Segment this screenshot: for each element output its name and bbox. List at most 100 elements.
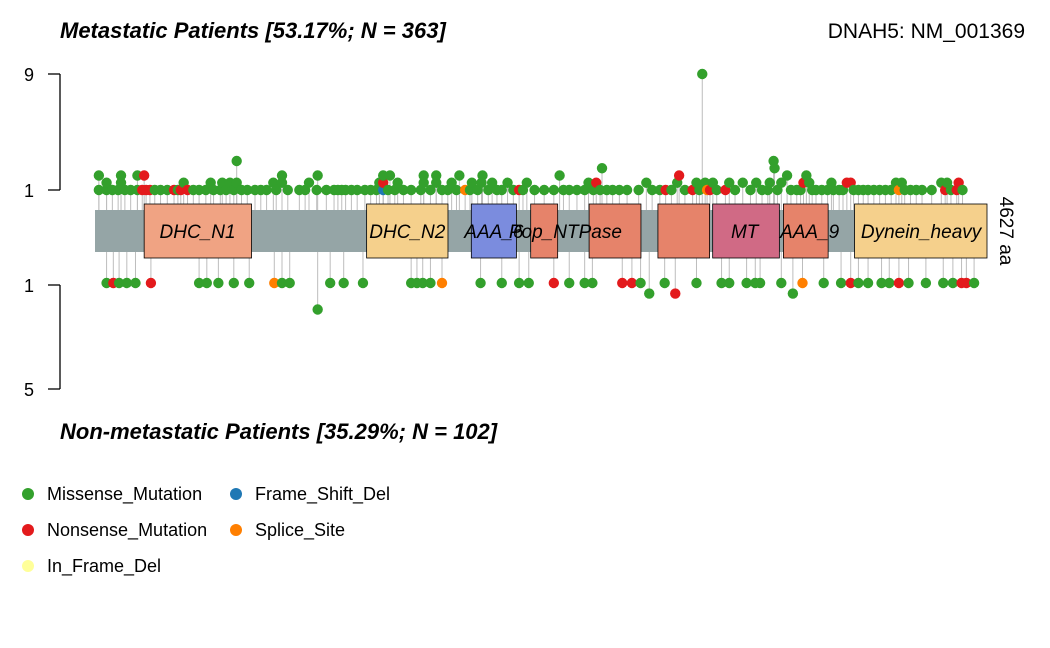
bottom-point-34 bbox=[644, 288, 655, 299]
top-point-97 bbox=[529, 184, 540, 196]
top-point-76 bbox=[431, 170, 442, 181]
domain-box-2 bbox=[470, 203, 517, 259]
bottom-point-56 bbox=[938, 277, 949, 289]
top-point-131 bbox=[711, 184, 722, 196]
top-point-98 bbox=[538, 184, 550, 196]
bottom-point-7 bbox=[201, 277, 213, 289]
domain-label-3: Pop_NTPase bbox=[509, 222, 622, 243]
top-point-13 bbox=[138, 170, 150, 181]
top-point-177 bbox=[926, 184, 937, 196]
top-point-74 bbox=[425, 184, 436, 196]
bottom-point-54 bbox=[903, 277, 914, 289]
bottom-y-axis: 1 5 bbox=[24, 276, 61, 400]
bottom-point-15 bbox=[324, 277, 336, 289]
top-point-103 bbox=[571, 184, 583, 196]
legend-label-2: Nonsense_Mutation bbox=[47, 520, 207, 541]
top-point-145 bbox=[781, 170, 793, 181]
bottom-point-49 bbox=[853, 277, 864, 289]
bottom-point-22 bbox=[436, 277, 448, 289]
bottom-point-52 bbox=[884, 277, 895, 289]
top-point-80 bbox=[451, 184, 462, 196]
domain-box-0 bbox=[143, 203, 252, 259]
top-point-49 bbox=[311, 184, 322, 196]
top-point-66 bbox=[384, 170, 396, 181]
legend-label-1: Frame_Shift_Del bbox=[255, 484, 390, 505]
legend-marker-2 bbox=[22, 524, 34, 536]
bottom-point-3 bbox=[121, 277, 133, 289]
bottom-point-26 bbox=[523, 277, 534, 289]
top-point-99 bbox=[548, 184, 560, 196]
bottom-point-6 bbox=[193, 277, 205, 289]
bottom-point-24 bbox=[496, 277, 507, 289]
domain-label-6: Dynein_heavy bbox=[861, 222, 983, 243]
legend-marker-4 bbox=[22, 560, 34, 572]
bottom-tick-max: 5 bbox=[24, 380, 34, 400]
top-point-136 bbox=[745, 184, 756, 196]
bottom-point-23 bbox=[475, 277, 486, 289]
top-point-37 bbox=[242, 184, 253, 196]
metastatic-title: Metastatic Patients [53.17%; N = 363] bbox=[60, 18, 446, 43]
top-point-144 bbox=[776, 177, 787, 188]
protein-length-label: 4627 aa bbox=[995, 197, 1016, 266]
top-point-50 bbox=[312, 170, 323, 181]
top-point-45 bbox=[282, 184, 293, 196]
legend-marker-0 bbox=[22, 488, 34, 500]
bottom-point-4 bbox=[130, 277, 141, 289]
top-point-137 bbox=[751, 177, 762, 188]
top-point-119 bbox=[666, 184, 677, 196]
bottom-point-30 bbox=[587, 277, 598, 289]
bottom-point-11 bbox=[269, 277, 280, 289]
top-point-135 bbox=[737, 177, 748, 188]
top-point-84 bbox=[466, 177, 478, 188]
top-point-115 bbox=[641, 177, 652, 188]
top-point-1 bbox=[93, 170, 105, 181]
top-point-176 bbox=[916, 184, 928, 196]
top-point-142 bbox=[769, 163, 780, 174]
top-point-114 bbox=[633, 184, 644, 196]
bottom-point-2 bbox=[113, 277, 125, 289]
top-point-92 bbox=[502, 177, 513, 188]
bottom-point-35 bbox=[659, 277, 670, 289]
domain-box-4 bbox=[588, 203, 642, 259]
top-point-113 bbox=[621, 184, 633, 196]
gene-label: DNAH5: NM_001369 bbox=[828, 20, 1025, 43]
bottom-point-44 bbox=[787, 288, 799, 299]
bottom-point-59 bbox=[961, 277, 972, 289]
bottom-point-10 bbox=[244, 277, 255, 289]
top-point-68 bbox=[392, 177, 403, 188]
top-point-43 bbox=[276, 177, 288, 188]
legend: Missense_Mutation Frame_Shift_Del Nonsense… bbox=[22, 484, 390, 577]
top-tick-min: 1 bbox=[24, 181, 34, 201]
legend-marker-3 bbox=[230, 524, 242, 536]
top-point-3 bbox=[101, 177, 112, 188]
top-point-48 bbox=[303, 177, 315, 188]
domain-label-0: DHC_N1 bbox=[160, 222, 236, 243]
bottom-point-45 bbox=[797, 277, 808, 289]
top-point-91 bbox=[496, 184, 507, 196]
top-point-81 bbox=[454, 170, 465, 181]
top-point-121 bbox=[673, 170, 685, 181]
bottom-point-32 bbox=[626, 277, 638, 289]
top-point-44 bbox=[276, 170, 288, 181]
bottom-point-9 bbox=[228, 277, 240, 289]
top-point-69 bbox=[398, 184, 409, 196]
top-point-125 bbox=[694, 184, 705, 196]
domain-label-5: AAA_9 bbox=[779, 222, 840, 243]
top-point-73 bbox=[418, 170, 429, 181]
top-point-116 bbox=[646, 184, 658, 196]
top-tick-max: 9 bbox=[24, 65, 34, 85]
top-point-122 bbox=[679, 184, 691, 196]
top-point-184 bbox=[957, 184, 968, 196]
bottom-point-55 bbox=[920, 277, 932, 289]
top-point-140 bbox=[764, 177, 775, 188]
top-point-96 bbox=[521, 177, 533, 188]
top-point-133 bbox=[724, 177, 735, 188]
legend-marker-1 bbox=[230, 488, 242, 500]
legend-label-0: Missense_Mutation bbox=[47, 484, 202, 505]
bottom-point-42 bbox=[754, 277, 766, 289]
top-point-51 bbox=[321, 184, 332, 196]
bottom-point-5 bbox=[145, 277, 157, 289]
top-point-42 bbox=[271, 184, 282, 196]
top-point-75 bbox=[431, 177, 442, 188]
